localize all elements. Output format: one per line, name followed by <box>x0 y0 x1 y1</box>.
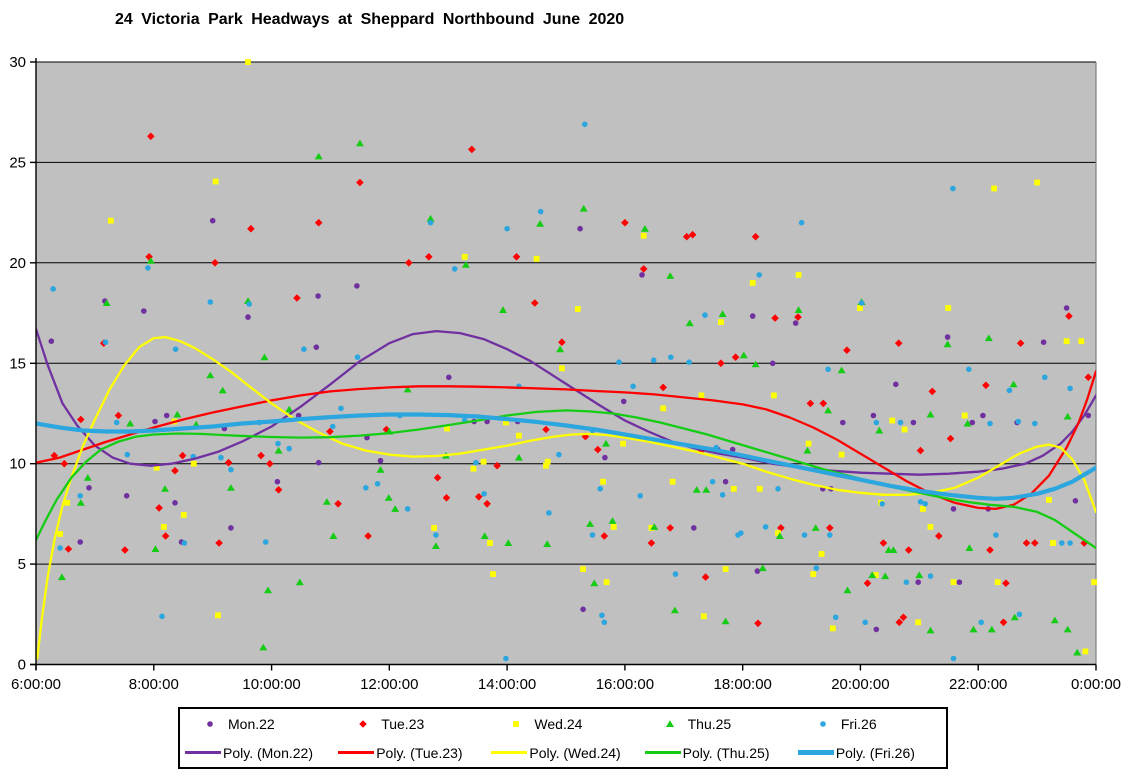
legend-line-sample-icon <box>491 751 528 754</box>
y-axis-tick-label: 20 <box>9 255 26 272</box>
legend-trendline-label: Poly. (Mon.22) <box>223 744 313 761</box>
x-axis-tick-label: 16:00:00 <box>596 676 654 693</box>
legend-square-icon <box>513 720 520 727</box>
trendline-poly-thu-25- <box>36 409 1096 550</box>
legend-trendline-label: Poly. (Tue.23) <box>376 744 463 761</box>
legend-trendline-label: Poly. (Fri.26) <box>835 744 915 761</box>
legend-line-row: Poly. (Mon.22) Poly. (Tue.23) Poly. (Wed.2… <box>180 738 946 767</box>
legend-item-fri-26: Fri.26 <box>793 716 946 732</box>
trendline-poly-wed-24- <box>36 335 1096 660</box>
x-axis-tick-label: 18:00:00 <box>714 676 772 693</box>
scatter-series-tue-23 <box>50 132 1093 628</box>
y-axis-tick-label: 0 <box>18 657 26 674</box>
y-axis-tick-label: 15 <box>9 355 26 372</box>
y-axis-tick-label: 10 <box>9 456 26 473</box>
y-axis-tick-label: 25 <box>9 154 26 171</box>
y-axis-labels: 0 5 10 15 20 25 30 <box>9 54 26 674</box>
trendline-poly-mon-22- <box>36 327 1096 476</box>
legend-item-wed-24: Wed.24 <box>486 716 639 732</box>
legend-diamond-icon <box>359 719 368 728</box>
x-axis-tick-label: 8:00:00 <box>129 676 179 693</box>
scatter-series-thu-25 <box>57 139 1082 656</box>
gridlines <box>36 61 1096 565</box>
axes <box>30 58 1097 671</box>
legend-item-poly-fri-26-: Poly. (Fri.26) <box>793 745 946 761</box>
legend-circle-icon <box>207 720 213 727</box>
scatter-series-fri-26 <box>50 121 1073 662</box>
legend-item-poly-mon-22-: Poly. (Mon.22) <box>180 745 333 761</box>
legend-item-tue-23: Tue.23 <box>333 716 486 732</box>
x-axis-tick-label: 14:00:00 <box>478 676 536 693</box>
legend-trendline-label: Poly. (Wed.24) <box>529 744 621 761</box>
legend-triangle-icon <box>665 719 674 727</box>
scatter-series-wed-24 <box>57 59 1098 655</box>
legend-marker-row: Mon.22 Tue.23 Wed.24 Thu.25 Fri.26 <box>180 709 946 738</box>
legend-item-poly-tue-23-: Poly. (Tue.23) <box>333 745 486 761</box>
legend-circle-icon <box>820 720 826 727</box>
legend-line-sample-icon <box>644 751 681 754</box>
x-axis-tick-label: 0:00:00 <box>1071 676 1121 693</box>
plot-area: 0 5 10 15 20 25 30 6:00:00 8:00:00 10:00:00 12:00:… <box>9 54 1121 693</box>
y-axis-tick-label: 30 <box>9 54 26 71</box>
legend-series-label: Wed.24 <box>534 715 583 732</box>
legend-line-sample-icon <box>338 751 375 754</box>
scatter-series-mon-22 <box>48 217 1092 633</box>
legend-trendline-label: Poly. (Thu.25) <box>682 744 770 761</box>
chart-title: 24 Victoria Park Headways at Sheppard No… <box>115 11 625 28</box>
legend-item-thu-25: Thu.25 <box>640 716 793 732</box>
legend-series-label: Tue.23 <box>381 715 425 732</box>
x-axis-tick-label: 6:00:00 <box>11 676 61 693</box>
x-axis-labels: 6:00:00 8:00:00 10:00:00 12:00:00 14:00:00 16… <box>11 676 1121 693</box>
legend-series-label: Thu.25 <box>687 715 732 732</box>
trendline-poly-tue-23- <box>36 370 1096 511</box>
legend-item-poly-wed-24-: Poly. (Wed.24) <box>486 745 639 761</box>
x-axis-tick-label: 10:00:00 <box>242 676 300 693</box>
trendline-poly-fri-26- <box>36 412 1096 501</box>
legend-line-sample-icon <box>797 750 834 755</box>
legend-series-label: Mon.22 <box>228 715 275 732</box>
legend-item-mon-22: Mon.22 <box>180 716 333 732</box>
legend-series-label: Fri.26 <box>840 715 877 732</box>
legend-item-poly-thu-25-: Poly. (Thu.25) <box>640 745 793 761</box>
x-axis-tick-label: 22:00:00 <box>949 676 1007 693</box>
x-axis-tick-label: 12:00:00 <box>360 676 418 693</box>
legend-line-sample-icon <box>185 751 221 754</box>
legend: Mon.22 Tue.23 Wed.24 Thu.25 Fri.26 Poly. (Mo… <box>178 707 948 769</box>
y-axis-tick-label: 5 <box>18 556 26 573</box>
x-axis-tick-label: 20:00:00 <box>831 676 889 693</box>
